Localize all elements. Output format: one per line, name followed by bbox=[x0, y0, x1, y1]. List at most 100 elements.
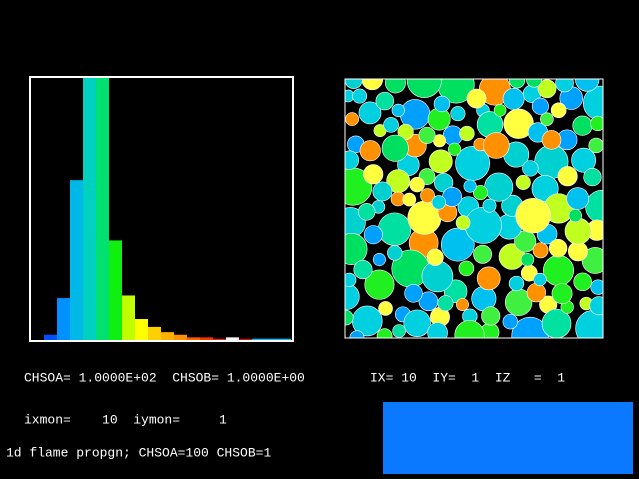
particle bbox=[458, 260, 475, 277]
particle bbox=[589, 296, 603, 316]
particle bbox=[502, 88, 525, 110]
particle bbox=[409, 177, 425, 193]
bar bbox=[265, 338, 278, 340]
particle bbox=[378, 301, 393, 316]
particle bbox=[391, 103, 405, 117]
bar bbox=[239, 338, 252, 340]
particle bbox=[345, 150, 360, 170]
particle bbox=[555, 79, 574, 93]
particle bbox=[345, 272, 357, 287]
particle bbox=[392, 324, 406, 338]
particle bbox=[463, 179, 477, 193]
particle bbox=[540, 112, 554, 126]
particle bbox=[448, 142, 462, 156]
status-line: ixmon= 10 iymon= 1 bbox=[24, 412, 227, 427]
particle bbox=[522, 160, 539, 177]
bar bbox=[109, 240, 122, 340]
particle bbox=[476, 266, 501, 291]
blue-panel bbox=[383, 402, 633, 474]
particle bbox=[568, 208, 582, 223]
particle bbox=[459, 125, 475, 142]
particle bbox=[353, 260, 373, 280]
particle bbox=[532, 242, 549, 259]
particle bbox=[406, 79, 442, 98]
particle bbox=[533, 272, 547, 287]
particle bbox=[566, 187, 590, 210]
particle bbox=[572, 115, 593, 136]
status-line: IX= 10 IY= 1 IZ = 1 bbox=[370, 370, 565, 385]
particle bbox=[352, 88, 368, 104]
particle bbox=[402, 192, 417, 207]
bar bbox=[57, 298, 70, 340]
particle bbox=[387, 245, 403, 261]
particle bbox=[548, 238, 568, 258]
particle bbox=[404, 284, 423, 303]
particle bbox=[428, 149, 453, 174]
particle bbox=[590, 115, 603, 132]
particle bbox=[455, 215, 471, 231]
particle bbox=[550, 102, 567, 119]
particle bbox=[345, 232, 368, 265]
particle bbox=[420, 188, 435, 203]
particle bbox=[381, 134, 409, 162]
particle bbox=[526, 283, 546, 303]
particle bbox=[484, 172, 514, 202]
particle bbox=[426, 248, 444, 266]
particle bbox=[345, 112, 359, 126]
bar bbox=[83, 78, 96, 340]
bar bbox=[187, 337, 200, 340]
particle bbox=[345, 309, 354, 326]
particle bbox=[464, 206, 502, 244]
bar bbox=[174, 334, 187, 340]
particle bbox=[358, 101, 382, 125]
particle-view bbox=[345, 79, 603, 338]
particle bbox=[472, 185, 488, 201]
bar bbox=[278, 338, 291, 340]
particle bbox=[482, 198, 497, 213]
particle bbox=[456, 298, 469, 312]
particle bbox=[403, 309, 431, 338]
particle bbox=[431, 195, 446, 210]
particle bbox=[509, 79, 526, 89]
particle bbox=[364, 269, 395, 300]
particle bbox=[385, 79, 406, 94]
particle bbox=[375, 91, 395, 111]
particle bbox=[345, 79, 363, 89]
particle bbox=[493, 103, 507, 117]
bar bbox=[44, 334, 57, 340]
particle bbox=[526, 79, 543, 88]
status-line: 1d flame propgn; CHSOA=100 CHSOB=1 bbox=[6, 445, 271, 460]
particle bbox=[473, 244, 493, 264]
particle bbox=[433, 95, 451, 113]
bar bbox=[96, 78, 109, 340]
particle bbox=[357, 203, 376, 221]
particle bbox=[376, 328, 393, 338]
particle bbox=[564, 217, 592, 245]
histogram-frame bbox=[29, 76, 294, 342]
particle bbox=[588, 137, 603, 154]
particle bbox=[383, 117, 399, 133]
particle bbox=[372, 181, 393, 202]
histogram bbox=[44, 78, 291, 340]
particle bbox=[520, 252, 535, 267]
particle bbox=[466, 88, 487, 109]
particle bbox=[573, 272, 592, 292]
particle bbox=[363, 225, 383, 245]
particle-frame bbox=[344, 78, 604, 339]
bar bbox=[161, 332, 174, 340]
particle bbox=[450, 106, 466, 122]
bar bbox=[148, 326, 161, 340]
bar bbox=[213, 338, 226, 340]
particle bbox=[454, 320, 485, 338]
particle bbox=[583, 167, 602, 187]
particle bbox=[551, 283, 573, 305]
particle bbox=[363, 164, 384, 185]
particle bbox=[531, 97, 549, 115]
particle bbox=[372, 253, 386, 267]
particle bbox=[515, 197, 551, 234]
bar bbox=[226, 337, 239, 340]
particle bbox=[437, 295, 454, 312]
particle bbox=[483, 132, 510, 159]
particle bbox=[590, 279, 603, 295]
particle bbox=[557, 166, 578, 187]
